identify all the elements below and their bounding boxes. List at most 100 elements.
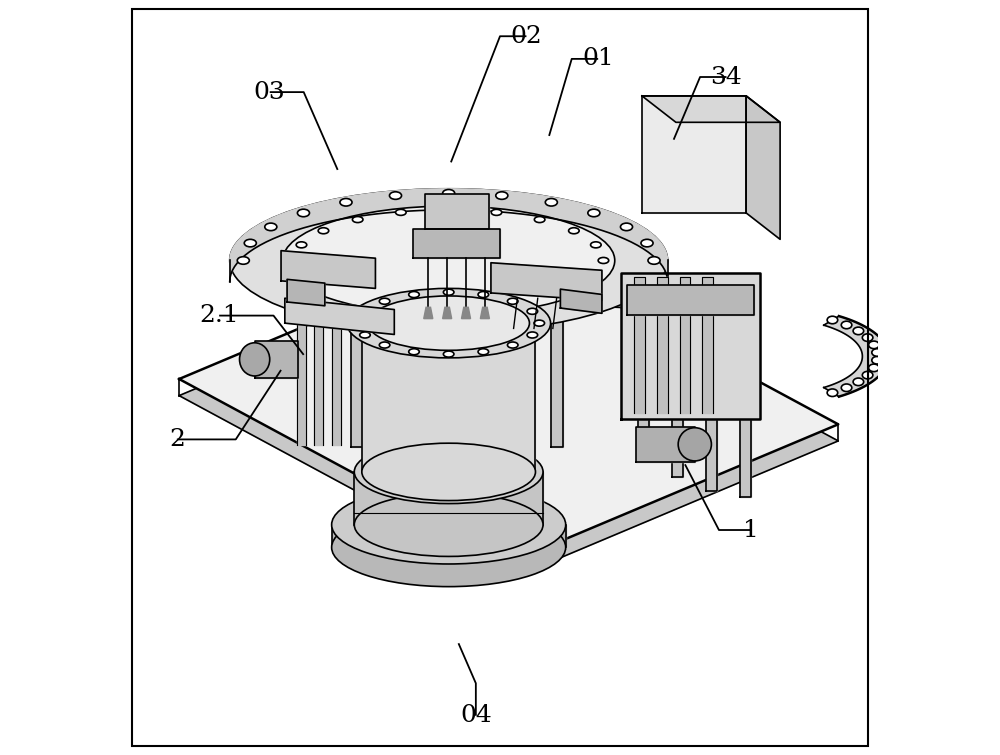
Polygon shape: [393, 264, 404, 447]
Text: 2.1: 2.1: [199, 304, 239, 327]
Ellipse shape: [869, 341, 879, 349]
Ellipse shape: [297, 209, 309, 217]
Polygon shape: [627, 285, 754, 315]
Ellipse shape: [389, 192, 402, 199]
Ellipse shape: [354, 440, 543, 504]
Ellipse shape: [862, 334, 873, 341]
Ellipse shape: [853, 378, 864, 386]
Polygon shape: [285, 298, 394, 334]
Ellipse shape: [591, 242, 601, 248]
Polygon shape: [362, 328, 535, 472]
Ellipse shape: [409, 349, 419, 355]
Ellipse shape: [340, 199, 352, 206]
Polygon shape: [824, 316, 889, 396]
Ellipse shape: [527, 332, 538, 338]
Polygon shape: [672, 302, 683, 477]
Text: 02: 02: [511, 25, 542, 48]
Polygon shape: [634, 277, 645, 413]
Ellipse shape: [872, 349, 882, 356]
Text: 34: 34: [711, 66, 742, 88]
Polygon shape: [706, 325, 717, 491]
Ellipse shape: [332, 508, 566, 587]
Ellipse shape: [240, 343, 270, 376]
Text: 2: 2: [169, 428, 185, 451]
Polygon shape: [638, 281, 649, 457]
Ellipse shape: [353, 320, 363, 326]
Ellipse shape: [478, 349, 489, 355]
Polygon shape: [551, 278, 563, 447]
Polygon shape: [424, 307, 433, 319]
Ellipse shape: [841, 384, 852, 392]
Ellipse shape: [443, 190, 455, 197]
Ellipse shape: [620, 223, 633, 230]
Text: 1: 1: [743, 519, 759, 541]
Polygon shape: [179, 260, 838, 577]
Ellipse shape: [296, 242, 307, 248]
Polygon shape: [491, 263, 602, 300]
Polygon shape: [461, 307, 471, 319]
Ellipse shape: [641, 239, 653, 247]
Ellipse shape: [569, 228, 579, 234]
Polygon shape: [230, 189, 668, 282]
Ellipse shape: [443, 351, 454, 357]
Polygon shape: [642, 96, 780, 122]
Ellipse shape: [507, 342, 518, 348]
Ellipse shape: [230, 189, 668, 332]
Ellipse shape: [598, 257, 609, 263]
Polygon shape: [621, 273, 760, 419]
Polygon shape: [281, 251, 375, 288]
Ellipse shape: [869, 364, 879, 371]
Polygon shape: [332, 323, 341, 445]
Ellipse shape: [379, 298, 390, 304]
Polygon shape: [297, 323, 306, 445]
Ellipse shape: [354, 493, 543, 556]
Text: 04: 04: [460, 704, 492, 727]
Polygon shape: [255, 341, 298, 378]
Ellipse shape: [827, 389, 838, 396]
Ellipse shape: [347, 288, 551, 358]
Polygon shape: [480, 307, 489, 319]
Ellipse shape: [244, 239, 256, 247]
Ellipse shape: [827, 316, 838, 324]
Ellipse shape: [368, 296, 529, 350]
Polygon shape: [443, 307, 452, 319]
Polygon shape: [514, 266, 525, 447]
Polygon shape: [179, 243, 838, 560]
Polygon shape: [296, 276, 636, 308]
Ellipse shape: [352, 217, 363, 223]
Polygon shape: [702, 277, 713, 413]
Ellipse shape: [527, 308, 538, 314]
Ellipse shape: [362, 300, 535, 357]
Ellipse shape: [289, 257, 299, 263]
Ellipse shape: [478, 291, 489, 297]
Ellipse shape: [588, 209, 600, 217]
Ellipse shape: [507, 298, 518, 304]
Ellipse shape: [648, 257, 660, 264]
Polygon shape: [314, 323, 323, 445]
Ellipse shape: [678, 427, 711, 461]
Ellipse shape: [872, 356, 882, 364]
Polygon shape: [332, 525, 566, 547]
Polygon shape: [413, 230, 500, 258]
Text: 03: 03: [254, 81, 286, 103]
Polygon shape: [740, 341, 751, 497]
Polygon shape: [642, 96, 746, 213]
Ellipse shape: [318, 228, 329, 234]
Text: 01: 01: [582, 48, 614, 70]
Ellipse shape: [496, 192, 508, 199]
Ellipse shape: [283, 206, 615, 315]
Polygon shape: [657, 277, 668, 413]
Polygon shape: [746, 96, 780, 239]
Polygon shape: [287, 279, 325, 306]
Polygon shape: [424, 194, 489, 230]
Ellipse shape: [853, 327, 864, 334]
Ellipse shape: [491, 209, 502, 215]
Ellipse shape: [360, 332, 370, 338]
Ellipse shape: [360, 308, 370, 314]
Ellipse shape: [545, 199, 557, 206]
Ellipse shape: [862, 371, 873, 379]
Ellipse shape: [409, 291, 419, 297]
Ellipse shape: [841, 321, 852, 328]
Ellipse shape: [237, 257, 249, 264]
Polygon shape: [560, 289, 602, 313]
